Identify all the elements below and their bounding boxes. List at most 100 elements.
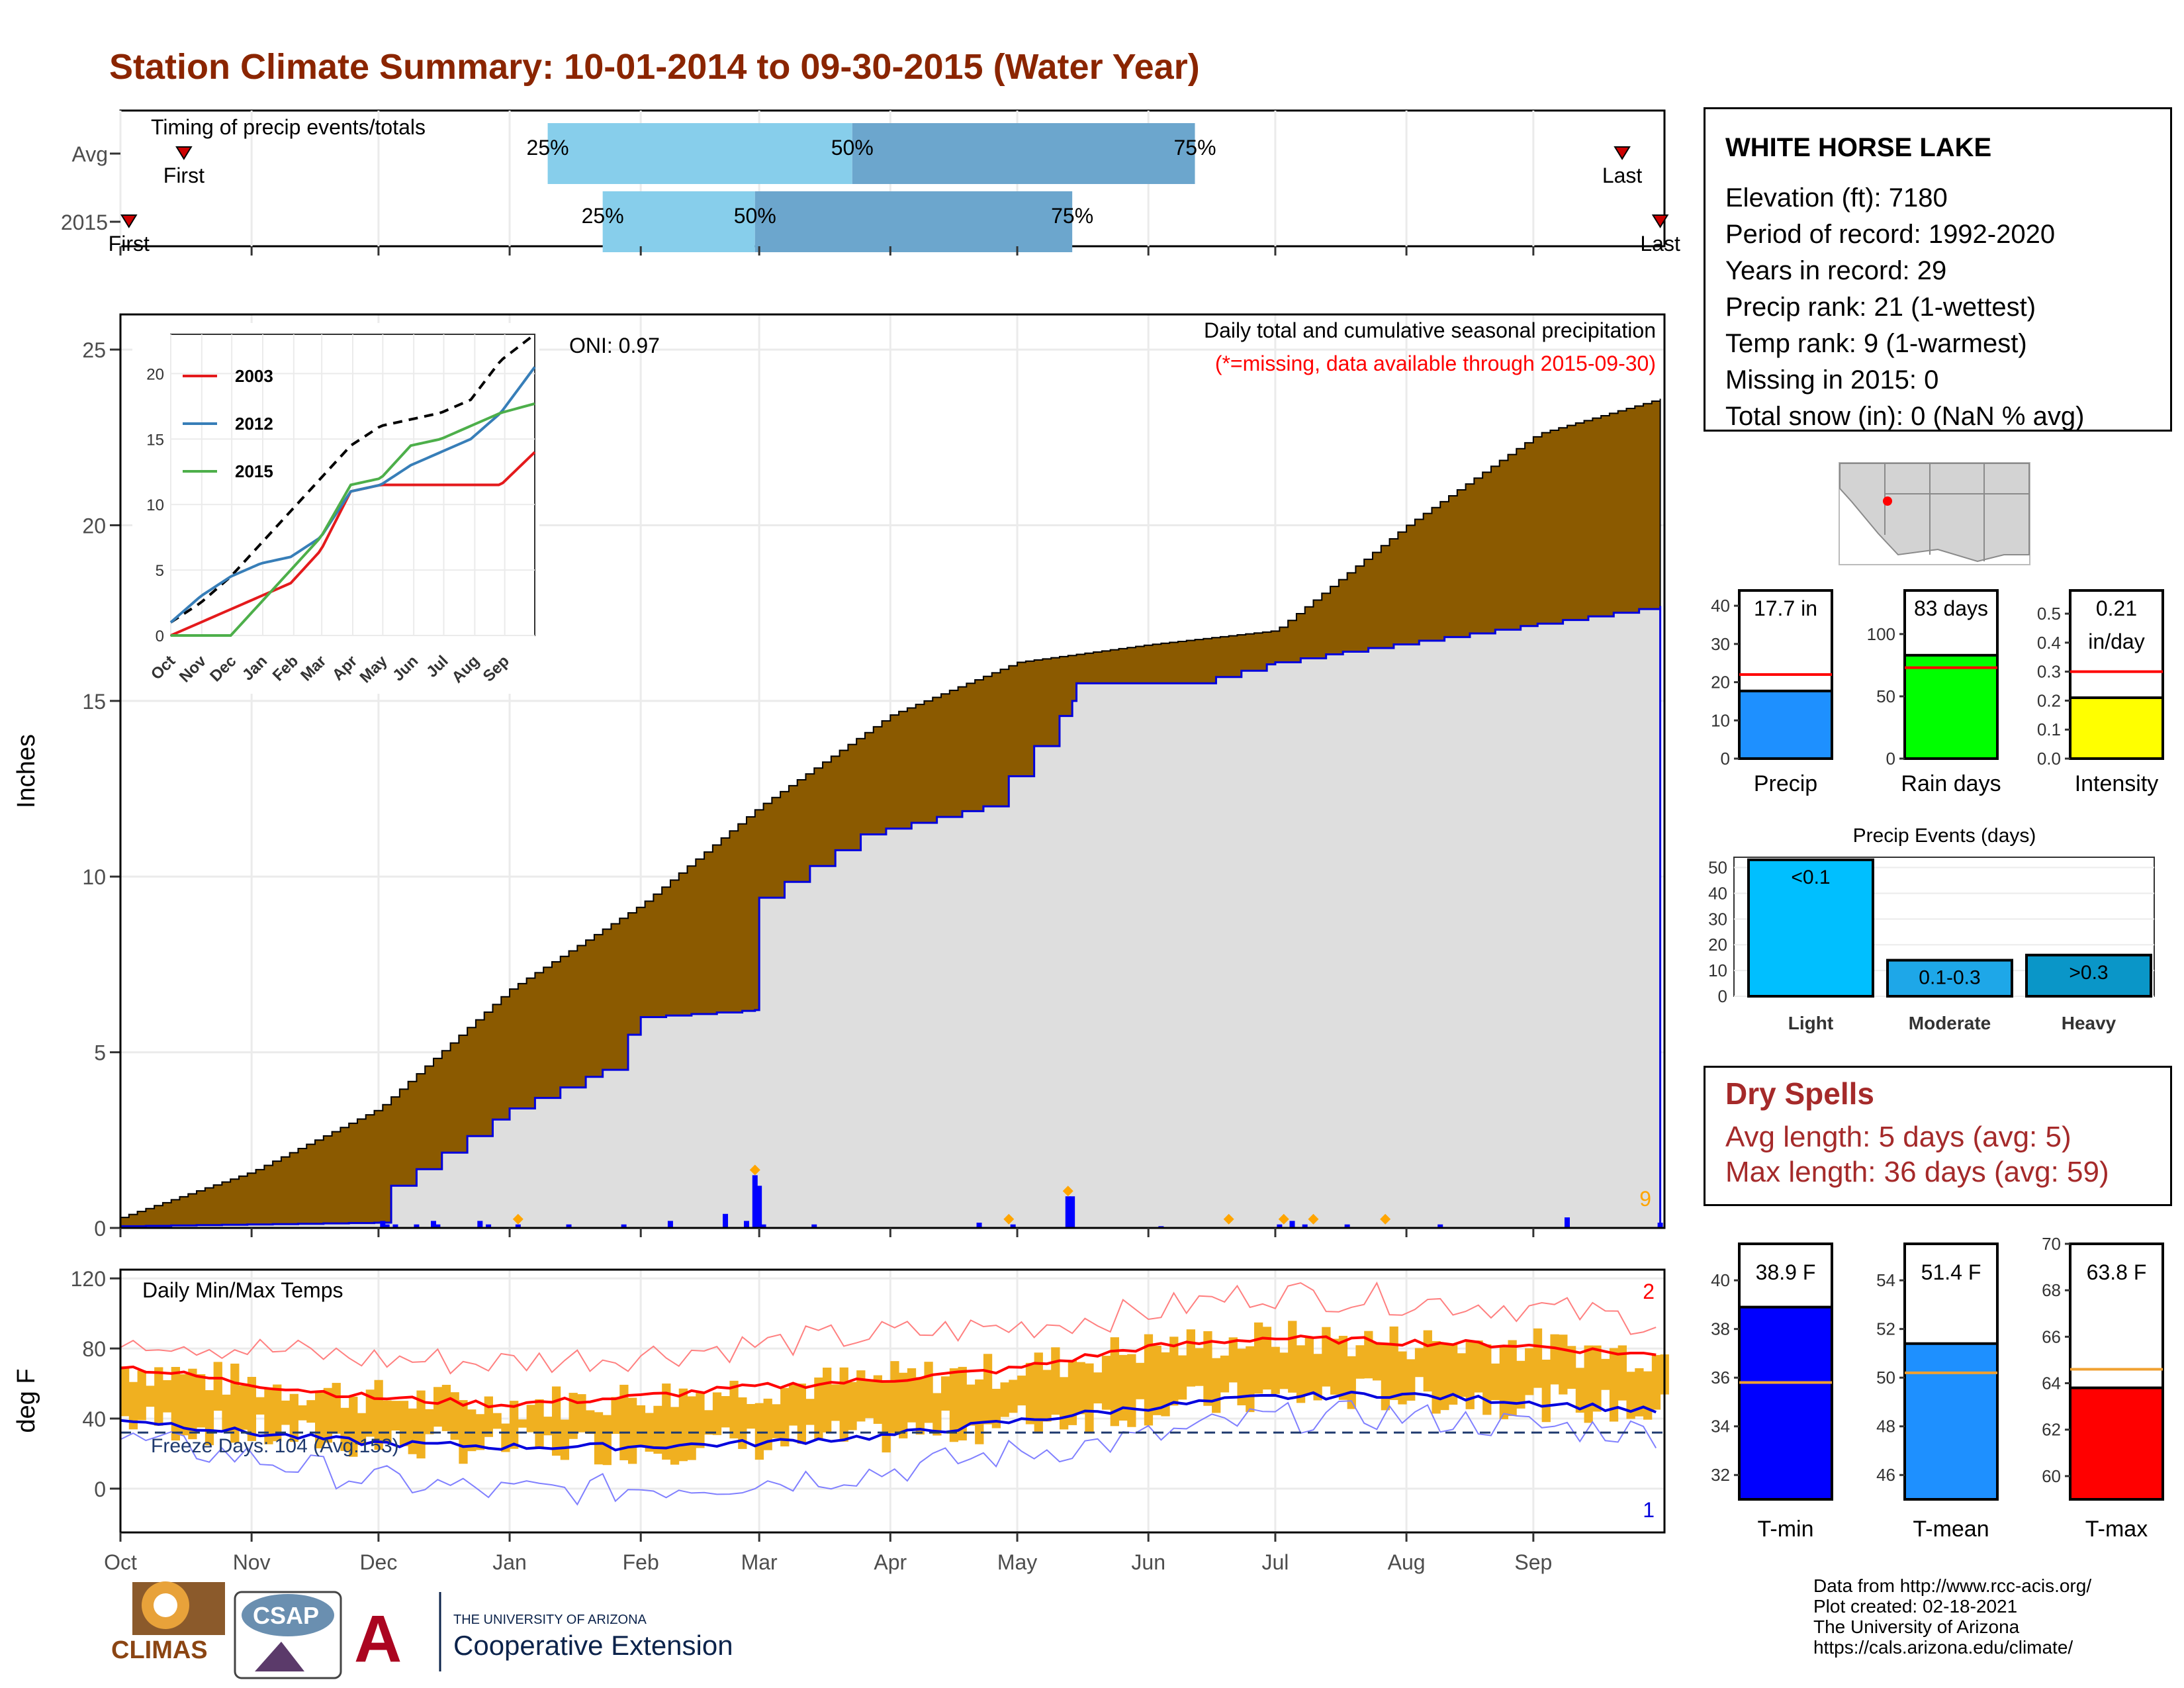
daily-temp-bar xyxy=(611,1397,620,1434)
daily-temp-bar xyxy=(628,1397,637,1464)
temp-bar-tick: 70 xyxy=(2042,1234,2061,1254)
station-line: Missing in 2015: 0 xyxy=(1725,365,1939,395)
dry-spells-box: Dry Spells Avg length: 5 days (avg: 5) M… xyxy=(1704,1066,2172,1206)
daily-temp-bar xyxy=(1541,1359,1551,1423)
events-title: Precip Events (days) xyxy=(1853,825,2036,847)
temp-bar-tick: 38 xyxy=(1711,1319,1730,1339)
timing-p50-label: 50% xyxy=(831,136,874,160)
daily-temp-bar xyxy=(365,1389,375,1437)
summary-bar xyxy=(1738,689,1833,760)
daily-temp-bar xyxy=(772,1404,781,1438)
daily-temp-bar xyxy=(814,1377,823,1440)
summary-tick: 0.3 xyxy=(2037,662,2061,682)
daily-temp-bar xyxy=(1567,1346,1576,1389)
plot-frame xyxy=(119,313,1666,1229)
daily-temp-bar xyxy=(1651,1354,1661,1410)
daily-temp-bar xyxy=(1389,1326,1398,1400)
timing-p50-label: 50% xyxy=(734,204,776,228)
daily-temp-bar xyxy=(1643,1371,1653,1420)
daily-temp-bar xyxy=(1482,1344,1492,1415)
daily-temp-bar xyxy=(425,1409,434,1434)
daily-temp-bar xyxy=(1338,1335,1348,1400)
summary-label: Rain days xyxy=(1901,771,2001,796)
daily-precip-bar xyxy=(435,1224,441,1228)
daily-precip-bar xyxy=(380,1221,386,1228)
events-tick: 20 xyxy=(1708,935,1727,955)
daily-temp-bar xyxy=(788,1383,798,1426)
daily-temp-bar xyxy=(1406,1359,1416,1401)
daily-temp-bar xyxy=(1330,1338,1340,1395)
temp-bar-value: 38.9 F xyxy=(1756,1260,1816,1284)
daily-temp-bar xyxy=(1449,1343,1458,1405)
climas-logo: CLIMAS xyxy=(111,1581,225,1664)
temp-bar-tick: 46 xyxy=(1876,1465,1895,1485)
daily-temp-bar xyxy=(1322,1327,1331,1387)
timing-row-label: 2015 xyxy=(61,211,108,234)
month-label: Mar xyxy=(741,1550,778,1574)
event-label: Heavy xyxy=(2062,1013,2116,1033)
daily-temp-bar xyxy=(823,1368,832,1433)
daily-temp-bar xyxy=(323,1387,333,1443)
month-label: Nov xyxy=(233,1550,271,1574)
daily-temp-bar xyxy=(1093,1372,1103,1404)
temp-bar xyxy=(2069,1386,2164,1501)
temp-bar-label: T-mean xyxy=(1913,1517,1989,1542)
daily-temp-bar xyxy=(991,1389,1001,1429)
last-marker xyxy=(1651,214,1669,228)
daily-temp-bar xyxy=(197,1374,206,1428)
daily-temp-bar xyxy=(1465,1340,1475,1409)
daily-precip-bar xyxy=(1344,1224,1350,1228)
daily-temp-bar xyxy=(1533,1328,1543,1388)
daily-temp-bar xyxy=(594,1412,604,1465)
record-max-count: 2 xyxy=(1643,1280,1655,1303)
month-label: Jun xyxy=(1131,1550,1165,1574)
daily-temp-bar xyxy=(882,1382,891,1453)
daily-temp-bar xyxy=(1440,1344,1449,1411)
daily-temp-bar xyxy=(1076,1362,1085,1415)
daily-temp-bar xyxy=(137,1370,146,1421)
daily-temp-bar xyxy=(484,1396,493,1437)
daily-temp-bar xyxy=(518,1419,527,1428)
logos: CLIMAS CSAP A THE UNIVERSITY OF ARIZONA … xyxy=(111,1581,733,1679)
first-label: First xyxy=(109,232,150,256)
daily-temp-bar xyxy=(289,1393,298,1442)
daily-temp-bar xyxy=(1253,1322,1263,1394)
month-label: Sep xyxy=(1514,1550,1552,1574)
extreme-marker xyxy=(1062,1186,1073,1197)
daily-temp-bar xyxy=(678,1388,688,1462)
locator-map xyxy=(1839,462,2030,565)
inset-legend-label: 2012 xyxy=(235,414,273,434)
timing-bar-25-50 xyxy=(602,191,755,252)
inset-avg-line xyxy=(169,333,536,624)
month-label: Oct xyxy=(104,1550,137,1574)
y-tick-label: 15 xyxy=(82,690,106,714)
daily-temp-bar xyxy=(467,1409,477,1452)
timing-bar-25-50 xyxy=(547,123,852,184)
temp-bar-tick: 54 xyxy=(1876,1270,1895,1290)
inset-series-line xyxy=(169,366,536,624)
summary-bar xyxy=(1903,653,1999,760)
daily-temp-bar xyxy=(146,1385,155,1407)
daily-temp-bar xyxy=(839,1367,848,1442)
daily-temp-bar xyxy=(1203,1331,1212,1406)
daily-temp-bar xyxy=(1042,1370,1052,1422)
last-marker xyxy=(1614,146,1631,160)
station-line: Total snow (in): 0 (NaN % avg) xyxy=(1725,402,2085,431)
event-bar xyxy=(2025,953,2152,998)
daily-temp-bar xyxy=(763,1398,772,1450)
daily-temp-bar xyxy=(1364,1331,1373,1379)
summary-tick: 0.2 xyxy=(2037,690,2061,710)
temp-bar-value: 51.4 F xyxy=(1921,1260,1981,1284)
summary-tick: 0.5 xyxy=(2037,604,2061,624)
daily-temp-bar xyxy=(577,1394,586,1432)
daily-temp-bar xyxy=(535,1399,544,1448)
y-tick-label: 0 xyxy=(94,1217,106,1238)
temp-bar-tick: 52 xyxy=(1876,1319,1895,1339)
daily-temp-bar xyxy=(315,1392,324,1448)
extreme-marker xyxy=(1223,1213,1234,1225)
y-tick-label: 0 xyxy=(94,1477,106,1501)
daily-temp-bar xyxy=(1499,1346,1509,1419)
inset-y-tick: 0 xyxy=(156,628,164,645)
daily-temp-bar xyxy=(281,1400,291,1425)
daily-temp-bar xyxy=(831,1384,841,1421)
